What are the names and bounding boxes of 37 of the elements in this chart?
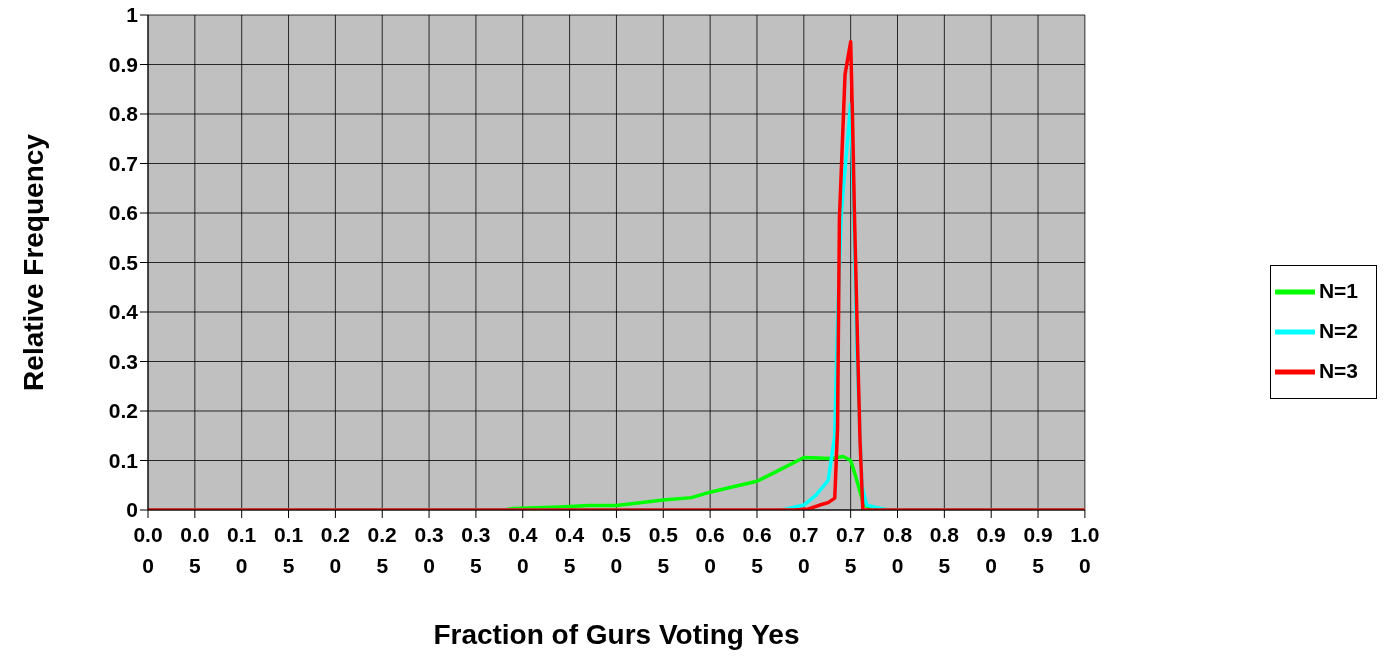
x-axis-title: Fraction of Gurs Voting Yes: [433, 619, 800, 650]
x-tick-label: 0.15: [273, 523, 304, 577]
y-tick-label: 0.5: [108, 250, 139, 274]
x-tick-label: 0.60: [695, 523, 725, 577]
x-tick-label: 0.40: [508, 523, 538, 577]
x-tick-label: 0.00: [133, 523, 163, 577]
x-tick-label: 0.95: [1023, 523, 1053, 577]
x-tick-label: 0.80: [882, 523, 913, 577]
y-tick-label: 1: [126, 3, 139, 27]
y-tick-label: 0.2: [108, 399, 138, 423]
legend-label: N=2: [1318, 318, 1358, 342]
y-axis-title: Relative Frequency: [17, 133, 49, 391]
x-tick-label: 0.35: [461, 523, 491, 577]
x-tick-label: 0.70: [789, 523, 819, 577]
x-tick-label: 0.50: [601, 523, 632, 577]
x-tick-label: 0.65: [742, 523, 772, 577]
x-tick-label: 0.90: [976, 523, 1006, 577]
y-tick-label: 0.7: [108, 151, 138, 175]
x-tick-label: 0.25: [367, 523, 397, 577]
y-tick-label: 0.3: [108, 349, 138, 373]
y-tick-label: 0.1: [108, 448, 139, 472]
x-tick-label: 0.05: [180, 523, 210, 577]
x-tick-label: 0.55: [648, 523, 679, 577]
x-tick-label: 0.30: [414, 523, 444, 577]
y-tick-label: 0.9: [108, 52, 138, 76]
legend-label: N=1: [1318, 278, 1358, 302]
x-tick-label: 1.00: [1070, 523, 1100, 577]
x-tick-label: 0.20: [320, 523, 350, 577]
y-tick-label: 0.6: [108, 201, 138, 225]
x-tick-label: 0.10: [227, 523, 257, 577]
x-tick-label: 0.75: [836, 523, 866, 577]
y-tick-label: 0: [126, 498, 138, 522]
x-tick-label: 0.45: [555, 523, 585, 577]
legend-label: N=3: [1318, 358, 1358, 382]
x-tick-label: 0.85: [929, 523, 960, 577]
y-tick-label: 0.8: [108, 102, 139, 126]
y-tick-label: 0.4: [108, 300, 139, 324]
